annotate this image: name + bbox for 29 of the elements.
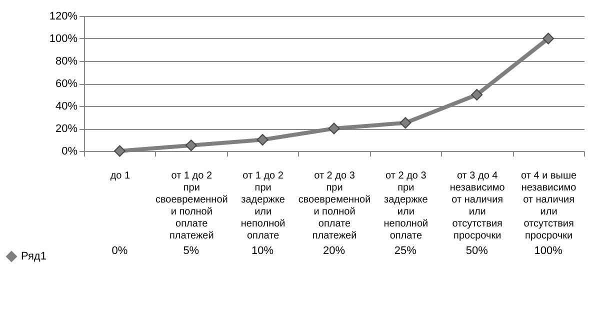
y-tick-label: 80% [55,56,78,68]
point [400,117,412,129]
point [471,89,483,100]
data-label: 20% [322,245,346,257]
point [328,122,340,134]
point [542,32,554,44]
data-label: 5% [183,245,200,257]
x-tick-label: от 1 до 2 при задержке или неполной оплате [240,170,286,242]
x-tick-label: до 1 [110,170,131,182]
point [185,140,197,152]
y-tick-label: 120% [49,10,78,22]
data-label: 25% [394,245,417,257]
point [114,145,126,157]
legend-label: Ряд1 [21,250,46,262]
y-tick-label: 20% [55,123,78,135]
y-tick-label: 0% [62,146,78,158]
data-label: 0% [112,245,128,257]
y-tick-label: 100% [49,33,78,45]
point [256,134,268,146]
data-label: 100% [534,245,563,257]
x-tick-label: от 4 и выше независимо от наличия или отсутствия просрочки [521,170,577,242]
data-label: 50% [466,245,488,257]
data-label: 10% [252,245,274,257]
y-tick-label: 60% [55,78,78,90]
x-tick-label: от 3 до 4 независимо от наличия или отсутствия просрочки [450,170,506,242]
x-tick-label: от 2 до 3 при своевременной и полной оплате платежей [298,170,371,242]
y-tick-label: 40% [55,100,78,112]
x-tick-label: от 1 до 2 при своевременной и полной оплате платежей [155,170,228,242]
x-tick-label: от 2 до 3 при задержке или неполной оплате [384,170,428,242]
